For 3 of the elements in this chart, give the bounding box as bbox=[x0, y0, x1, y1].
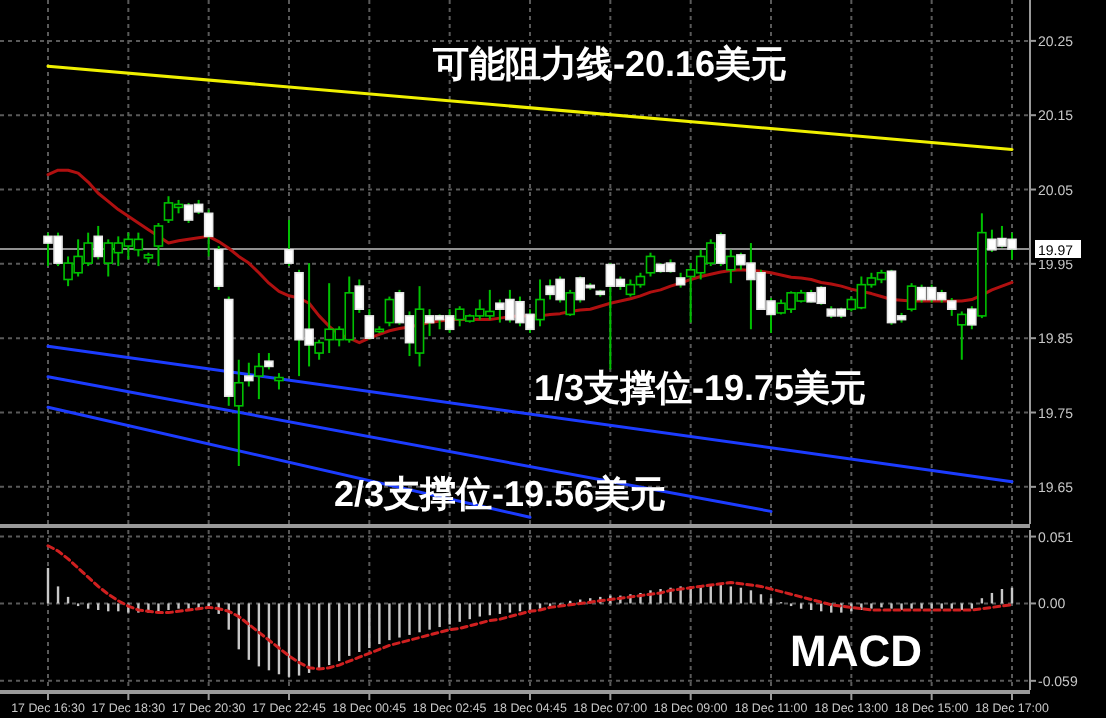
series-label: 可能阻力线-20.16美元 bbox=[432, 44, 788, 84]
series-label: 1/3支撑位-19.75美元 bbox=[533, 368, 867, 408]
annotation: MACD bbox=[790, 626, 922, 676]
